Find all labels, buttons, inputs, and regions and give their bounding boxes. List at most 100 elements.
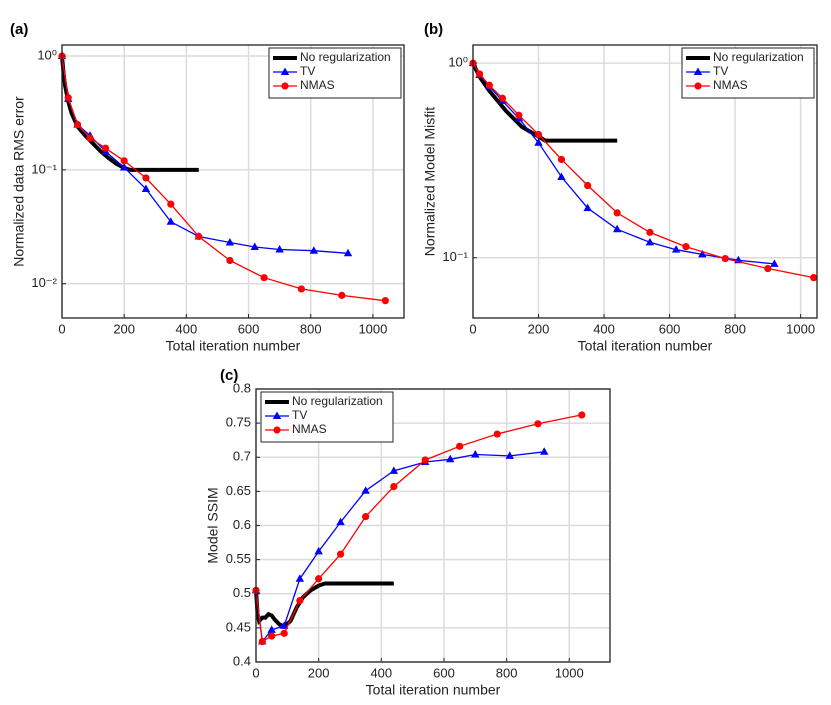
marker (764, 264, 772, 273)
marker (279, 621, 289, 629)
marker (226, 256, 234, 265)
marker (250, 242, 259, 251)
legend-label: No regularization (292, 394, 383, 408)
legend-label: TV (300, 64, 315, 78)
panel-label: (c) (220, 367, 238, 384)
y-tick-label: 10⁰ (37, 47, 57, 62)
marker (336, 550, 345, 558)
marker (309, 246, 319, 254)
series-line (60, 55, 199, 172)
marker (314, 546, 323, 555)
x-tick-label: 0 (58, 321, 65, 336)
marker (613, 209, 621, 217)
x-axis-label: Total iteration number (366, 682, 501, 698)
x-tick-label: 1000 (358, 321, 387, 336)
marker (361, 486, 370, 494)
marker (810, 274, 818, 282)
x-axis-label: Total iteration number (578, 338, 713, 354)
marker (485, 81, 493, 89)
marker (362, 513, 370, 521)
marker (73, 120, 82, 129)
y-tick-label: 0.7 (233, 449, 251, 464)
marker (338, 291, 346, 299)
y-tick-label: 10⁰ (448, 55, 468, 70)
legend-label: No regularization (300, 50, 391, 64)
marker (645, 237, 655, 246)
marker (515, 111, 523, 119)
legend-label: NMAS (713, 78, 748, 92)
legend-label: TV (292, 408, 307, 422)
y-tick-label: 0.55 (226, 551, 251, 566)
legend-label: No regularization (713, 50, 804, 64)
marker (381, 297, 389, 305)
subplot: (c) 0 200 400 600 800 1000 0.4 0.45 0.5 0.55 0.6 0.6… (205, 367, 611, 698)
legend-marker (280, 67, 290, 75)
marker (86, 134, 94, 142)
x-tick-label: 0 (469, 321, 476, 336)
y-axis-label: Model SSIM (205, 487, 221, 563)
y-axis-label: Normalized Model Misfit (422, 107, 438, 256)
marker (195, 232, 203, 241)
x-tick-label: 600 (659, 321, 681, 336)
marker (557, 155, 566, 164)
series-line (254, 581, 394, 629)
marker (296, 596, 304, 605)
panel-label: (a) (10, 21, 28, 38)
marker (583, 203, 592, 212)
x-tick-label: 600 (238, 321, 260, 336)
marker (505, 451, 514, 459)
marker (280, 629, 288, 637)
marker (390, 482, 398, 491)
marker (260, 274, 268, 282)
marker (101, 144, 110, 152)
x-tick-label: 0 (252, 665, 259, 680)
subplot: (b) 0 200 400 600 800 1000 10⁰ 10⁻¹ Total iterati… (422, 21, 818, 354)
marker (471, 450, 480, 458)
y-tick-label: 0.4 (233, 653, 251, 668)
marker (421, 456, 429, 464)
y-tick-label: 10⁻¹ (442, 249, 468, 264)
marker (540, 447, 549, 455)
legend-label: NMAS (300, 78, 335, 92)
legend-marker (693, 67, 703, 75)
marker (493, 430, 501, 438)
x-tick-label: 200 (528, 321, 550, 336)
x-axis-label: Total iteration number (166, 338, 301, 354)
marker (268, 632, 276, 640)
y-tick-label: 10⁻² (31, 275, 57, 290)
x-tick-label: 200 (308, 665, 330, 680)
legend-marker (694, 82, 702, 90)
marker (534, 138, 543, 146)
marker (297, 285, 305, 293)
marker (671, 245, 681, 253)
axes-box (61, 44, 405, 319)
legend-box (681, 47, 815, 99)
x-tick-label: 800 (496, 665, 518, 680)
marker (267, 625, 276, 633)
panel-label: (b) (424, 21, 443, 38)
marker (456, 442, 464, 450)
marker (770, 259, 779, 267)
marker (120, 157, 128, 165)
x-tick-label: 400 (370, 665, 392, 680)
marker (258, 637, 266, 646)
marker (275, 244, 284, 253)
x-tick-label: 1000 (555, 665, 584, 680)
marker (141, 184, 151, 192)
x-tick-label: 400 (593, 321, 615, 336)
marker (167, 200, 175, 208)
marker (336, 517, 345, 526)
marker (721, 254, 729, 263)
x-tick-label: 600 (433, 665, 455, 680)
legend-marker (273, 426, 281, 434)
x-tick-label: 400 (176, 321, 198, 336)
y-axis-label: Normalized data RMS error (11, 96, 27, 267)
marker (534, 130, 543, 139)
y-tick-label: 0.6 (233, 517, 251, 532)
legend-label: NMAS (292, 422, 327, 436)
marker (646, 228, 654, 236)
y-tick-label: 0.65 (226, 483, 251, 498)
marker (142, 174, 150, 182)
x-tick-label: 800 (300, 321, 322, 336)
